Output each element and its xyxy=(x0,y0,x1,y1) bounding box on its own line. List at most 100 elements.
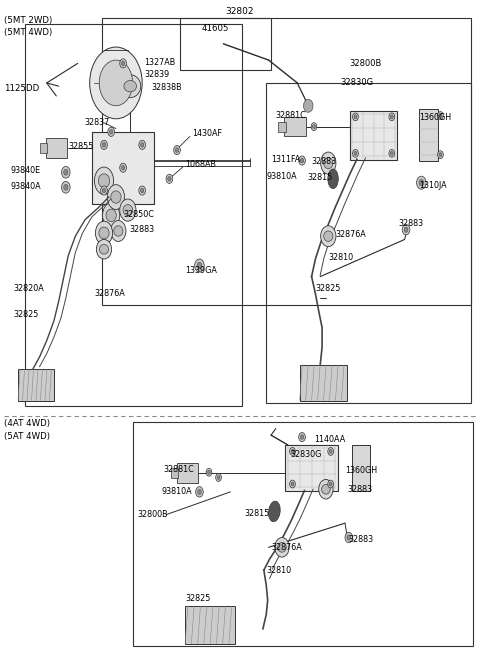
Ellipse shape xyxy=(278,542,286,552)
Ellipse shape xyxy=(321,152,336,174)
Text: 32883: 32883 xyxy=(348,535,373,544)
Text: 1310JA: 1310JA xyxy=(419,181,446,190)
Circle shape xyxy=(101,140,108,149)
Text: 1311FA: 1311FA xyxy=(271,155,300,164)
Circle shape xyxy=(439,153,442,157)
Circle shape xyxy=(207,470,210,474)
Circle shape xyxy=(438,111,444,119)
Circle shape xyxy=(389,149,395,157)
Circle shape xyxy=(419,179,424,186)
Ellipse shape xyxy=(99,227,109,239)
Text: 32837: 32837 xyxy=(85,118,110,127)
Text: 32800B: 32800B xyxy=(350,59,382,68)
Circle shape xyxy=(216,474,221,481)
Circle shape xyxy=(299,156,305,165)
Bar xyxy=(177,463,198,483)
Text: 32810: 32810 xyxy=(266,566,291,574)
Bar xyxy=(40,143,47,153)
Circle shape xyxy=(197,262,202,269)
Text: (4AT 4WD): (4AT 4WD) xyxy=(4,419,50,428)
Text: 41605: 41605 xyxy=(202,24,229,33)
Text: 1360GH: 1360GH xyxy=(419,113,451,122)
Ellipse shape xyxy=(96,221,113,245)
Text: 32815: 32815 xyxy=(308,173,333,182)
Circle shape xyxy=(291,449,294,453)
Circle shape xyxy=(328,480,334,488)
Text: 32850C: 32850C xyxy=(123,210,154,219)
Text: 32883: 32883 xyxy=(312,157,336,166)
Circle shape xyxy=(174,145,180,155)
Circle shape xyxy=(61,166,70,178)
Bar xyxy=(102,18,471,305)
Circle shape xyxy=(166,174,173,183)
Bar xyxy=(180,18,271,70)
Text: 93840A: 93840A xyxy=(11,182,42,191)
Ellipse shape xyxy=(328,169,338,189)
Circle shape xyxy=(139,140,145,149)
Text: 1140AA: 1140AA xyxy=(314,435,345,444)
Circle shape xyxy=(102,188,106,193)
Bar xyxy=(285,445,338,491)
Circle shape xyxy=(64,184,68,190)
Circle shape xyxy=(175,148,179,153)
Circle shape xyxy=(299,432,305,441)
Circle shape xyxy=(347,535,351,540)
Circle shape xyxy=(353,149,359,157)
Circle shape xyxy=(354,151,357,155)
Circle shape xyxy=(289,447,295,455)
Ellipse shape xyxy=(114,226,123,236)
Text: 32839: 32839 xyxy=(144,70,170,79)
Circle shape xyxy=(300,435,304,440)
Text: 32820A: 32820A xyxy=(13,284,44,293)
Ellipse shape xyxy=(103,203,120,228)
Ellipse shape xyxy=(120,75,141,98)
Circle shape xyxy=(206,468,212,476)
Circle shape xyxy=(389,113,395,121)
Text: 32876A: 32876A xyxy=(271,543,302,552)
Ellipse shape xyxy=(268,501,280,522)
Bar xyxy=(352,445,370,491)
Circle shape xyxy=(354,115,357,119)
Circle shape xyxy=(291,482,294,486)
Circle shape xyxy=(168,176,171,181)
Text: 32876A: 32876A xyxy=(95,289,125,298)
Bar xyxy=(419,109,438,161)
Bar xyxy=(278,122,286,132)
Bar xyxy=(46,138,67,158)
Circle shape xyxy=(101,186,108,195)
Circle shape xyxy=(108,127,115,136)
Circle shape xyxy=(121,166,125,170)
Circle shape xyxy=(109,130,113,134)
Ellipse shape xyxy=(324,231,333,242)
Circle shape xyxy=(61,181,70,193)
Ellipse shape xyxy=(95,167,114,195)
Circle shape xyxy=(328,447,334,455)
Text: 1327AB: 1327AB xyxy=(144,58,176,67)
Ellipse shape xyxy=(124,81,136,92)
Circle shape xyxy=(439,113,442,117)
Text: 32800B: 32800B xyxy=(137,510,168,519)
Text: 1068AB: 1068AB xyxy=(185,160,216,169)
Circle shape xyxy=(311,122,317,130)
Ellipse shape xyxy=(98,174,110,187)
Circle shape xyxy=(121,61,125,66)
Circle shape xyxy=(289,480,295,488)
Text: 1125DD: 1125DD xyxy=(4,84,39,92)
Text: 1360GH: 1360GH xyxy=(345,466,377,476)
Circle shape xyxy=(217,476,220,479)
Circle shape xyxy=(120,59,126,68)
Ellipse shape xyxy=(108,185,124,210)
Circle shape xyxy=(303,99,313,112)
Ellipse shape xyxy=(96,240,112,259)
Bar xyxy=(171,468,178,478)
Circle shape xyxy=(417,176,426,189)
Bar xyxy=(284,117,306,136)
Circle shape xyxy=(402,225,410,235)
Circle shape xyxy=(404,227,408,233)
Text: 32825: 32825 xyxy=(315,284,341,293)
Text: 32825: 32825 xyxy=(13,310,39,319)
Ellipse shape xyxy=(120,199,136,221)
Text: (5MT 2WD): (5MT 2WD) xyxy=(4,16,52,25)
Text: 32815: 32815 xyxy=(245,509,270,518)
Ellipse shape xyxy=(111,221,126,242)
